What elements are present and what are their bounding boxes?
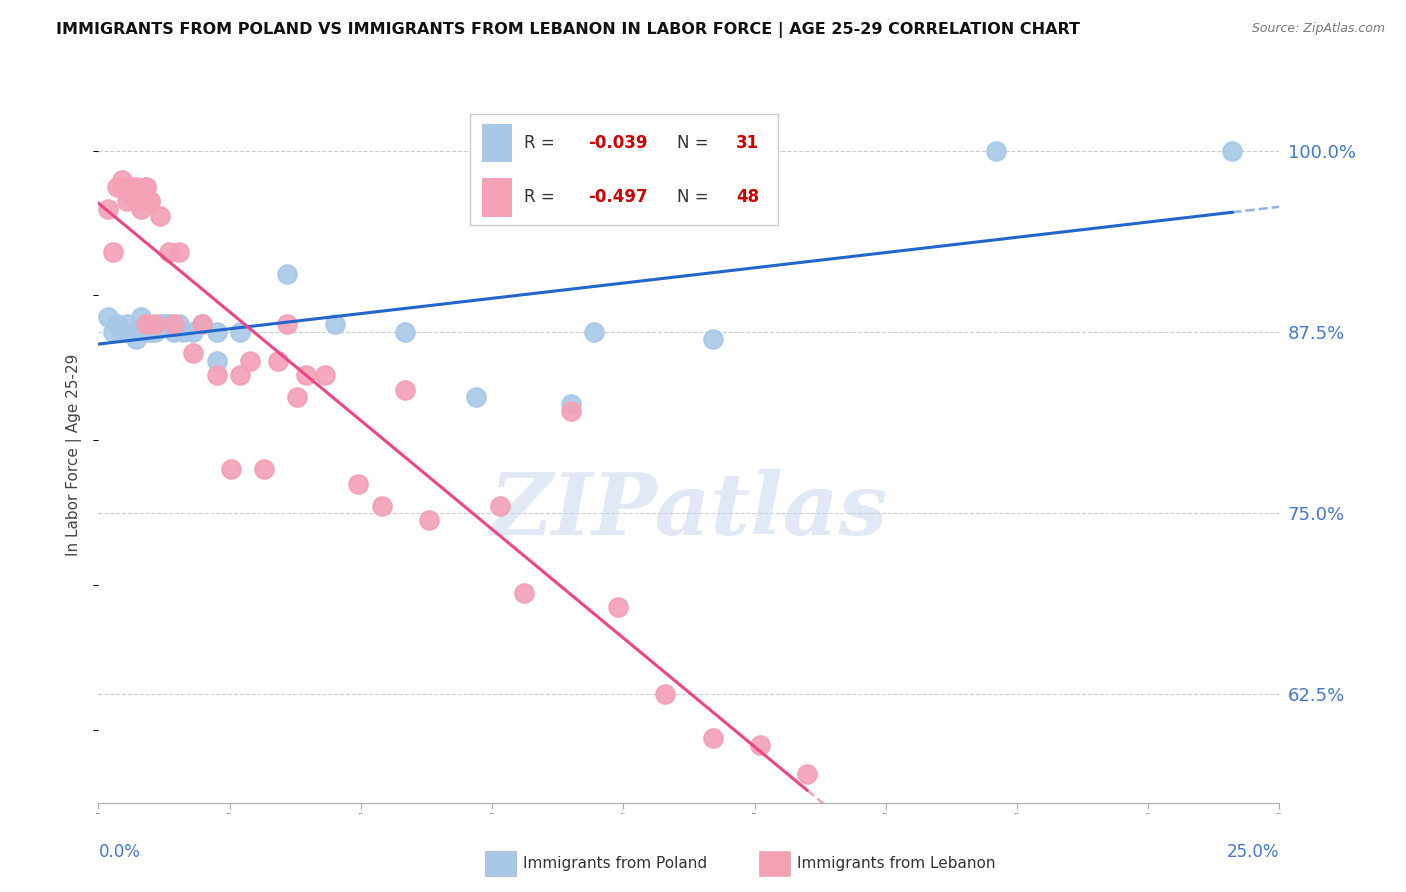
FancyBboxPatch shape xyxy=(482,124,512,162)
Point xyxy=(125,332,148,346)
Text: 0.0%: 0.0% xyxy=(98,843,141,861)
Text: Source: ZipAtlas.com: Source: ZipAtlas.com xyxy=(1251,22,1385,36)
Point xyxy=(97,202,120,216)
Point xyxy=(489,499,512,513)
Point xyxy=(418,513,440,527)
Point xyxy=(111,179,134,194)
Point xyxy=(314,368,336,383)
Text: ZIPatlas: ZIPatlas xyxy=(489,469,889,552)
Point xyxy=(135,325,157,339)
Point xyxy=(607,600,630,615)
Point xyxy=(702,332,724,346)
Point xyxy=(139,325,162,339)
Point xyxy=(748,738,770,752)
Point xyxy=(560,397,582,411)
Point xyxy=(129,187,152,202)
Text: Immigrants from Poland: Immigrants from Poland xyxy=(523,856,707,871)
Point xyxy=(371,499,394,513)
Point xyxy=(143,325,166,339)
Point xyxy=(465,390,488,404)
Point xyxy=(219,462,242,476)
Point xyxy=(111,325,134,339)
Point xyxy=(295,368,318,383)
Point xyxy=(205,353,228,368)
Point xyxy=(323,318,346,332)
Point xyxy=(191,318,214,332)
Point xyxy=(172,325,194,339)
Text: Immigrants from Lebanon: Immigrants from Lebanon xyxy=(797,856,995,871)
Point xyxy=(157,244,180,259)
Point xyxy=(149,209,172,223)
Point xyxy=(191,318,214,332)
Point xyxy=(394,383,416,397)
Point xyxy=(121,187,143,202)
Point xyxy=(115,194,138,209)
Point xyxy=(115,179,138,194)
Text: IMMIGRANTS FROM POLAND VS IMMIGRANTS FROM LEBANON IN LABOR FORCE | AGE 25-29 COR: IMMIGRANTS FROM POLAND VS IMMIGRANTS FRO… xyxy=(56,22,1080,38)
Point xyxy=(512,585,534,599)
Point xyxy=(239,353,262,368)
Point xyxy=(181,325,204,339)
Point xyxy=(101,325,124,339)
Point xyxy=(149,318,172,332)
Point xyxy=(276,267,298,281)
Point xyxy=(205,368,228,383)
Point xyxy=(111,172,134,186)
Point xyxy=(276,318,298,332)
Point xyxy=(702,731,724,745)
Point xyxy=(229,368,252,383)
Point xyxy=(984,144,1007,158)
Point xyxy=(347,477,370,491)
Text: 31: 31 xyxy=(737,134,759,153)
Text: -0.497: -0.497 xyxy=(589,188,648,206)
Point xyxy=(583,325,606,339)
Point xyxy=(229,325,252,339)
Text: R =: R = xyxy=(523,188,560,206)
Point xyxy=(267,353,290,368)
Point xyxy=(143,318,166,332)
Text: R =: R = xyxy=(523,134,560,153)
Point xyxy=(105,318,128,332)
Point xyxy=(115,318,138,332)
Point xyxy=(121,179,143,194)
Text: -0.039: -0.039 xyxy=(589,134,648,153)
Point xyxy=(135,179,157,194)
Point xyxy=(125,187,148,202)
Point xyxy=(135,318,157,332)
Text: N =: N = xyxy=(678,188,714,206)
Point xyxy=(285,390,308,404)
Point xyxy=(560,404,582,418)
FancyBboxPatch shape xyxy=(482,178,512,217)
Point xyxy=(167,318,190,332)
Text: N =: N = xyxy=(678,134,714,153)
Y-axis label: In Labor Force | Age 25-29: In Labor Force | Age 25-29 xyxy=(66,354,83,556)
Point xyxy=(205,325,228,339)
Point xyxy=(105,179,128,194)
Point xyxy=(167,244,190,259)
Point xyxy=(163,318,186,332)
Point xyxy=(253,462,276,476)
Point xyxy=(125,179,148,194)
Point xyxy=(153,318,176,332)
Point xyxy=(654,687,676,701)
Point xyxy=(139,194,162,209)
Point xyxy=(135,179,157,194)
Point xyxy=(796,767,818,781)
Point xyxy=(129,202,152,216)
Text: 25.0%: 25.0% xyxy=(1227,843,1279,861)
Point xyxy=(139,194,162,209)
Point xyxy=(129,310,152,325)
Point xyxy=(181,346,204,360)
Text: 48: 48 xyxy=(737,188,759,206)
Point xyxy=(97,310,120,325)
Point xyxy=(394,325,416,339)
Point xyxy=(121,325,143,339)
Point xyxy=(125,194,148,209)
Point xyxy=(101,244,124,259)
Point xyxy=(157,318,180,332)
Point xyxy=(1220,144,1243,158)
Point xyxy=(163,325,186,339)
FancyBboxPatch shape xyxy=(471,114,778,226)
